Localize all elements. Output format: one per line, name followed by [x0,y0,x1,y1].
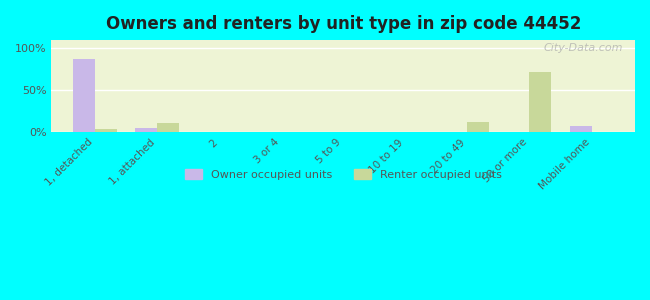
Title: Owners and renters by unit type in zip code 44452: Owners and renters by unit type in zip c… [105,15,581,33]
Bar [530,72,551,132]
Text: City-Data.com: City-Data.com [544,43,623,53]
Bar [570,126,592,132]
Bar [73,58,95,132]
Bar [135,128,157,132]
Bar [157,123,179,132]
Legend: Owner occupied units, Renter occupied units: Owner occupied units, Renter occupied un… [181,164,506,184]
Bar [467,122,489,132]
Bar [95,129,116,132]
